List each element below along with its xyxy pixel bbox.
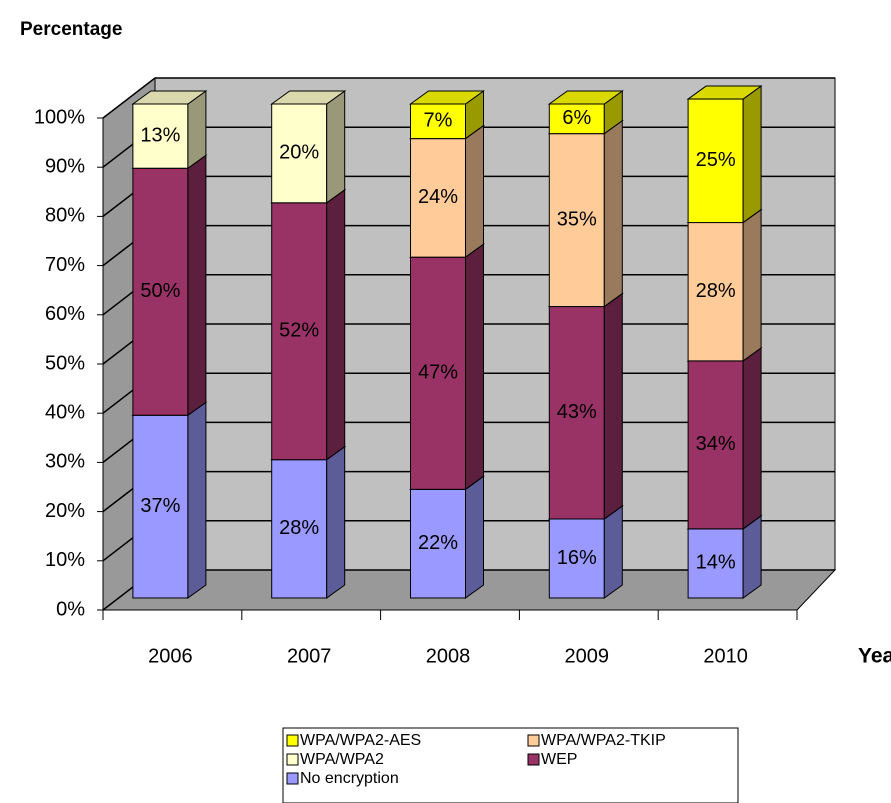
data-label: 52% (279, 320, 319, 342)
bar-segment (132, 167, 189, 416)
bar-top (270, 90, 347, 105)
legend-label: WEP (541, 751, 577, 768)
legend-label: No encryption (300, 770, 399, 787)
data-label: 6% (562, 107, 591, 129)
bar-segment (548, 133, 605, 308)
legend-swatch (527, 753, 540, 766)
y-tick-label: 10% (45, 549, 85, 571)
bar-segment (687, 98, 744, 224)
bar-side (742, 346, 762, 530)
legend-label: WPA/WPA2-TKIP (541, 732, 666, 749)
x-tick-label: 2010 (703, 645, 748, 667)
bar-top (547, 90, 624, 105)
data-label: 22% (418, 532, 458, 554)
data-label: 37% (140, 495, 180, 517)
data-label: 13% (140, 124, 180, 146)
bar-segment (410, 488, 466, 599)
y-tick-label: 70% (45, 254, 85, 276)
bar-side (187, 154, 207, 417)
bar-side (465, 243, 484, 491)
x-tick-label: 2008 (426, 645, 471, 667)
y-tick-label: 30% (45, 451, 85, 473)
data-label: 28% (696, 280, 736, 302)
bar-side (326, 90, 346, 204)
y-tick-label: 90% (45, 155, 85, 177)
y-tick-label: 50% (45, 352, 85, 374)
grid-line (102, 77, 835, 119)
data-label: 47% (418, 362, 458, 384)
legend-swatch (527, 734, 540, 747)
data-label: 35% (557, 208, 597, 230)
bar-segment (410, 256, 466, 490)
data-label: 43% (557, 401, 597, 423)
bar-side (465, 124, 484, 259)
data-label: 28% (279, 517, 319, 539)
bar-side (326, 188, 346, 461)
y-tick-label: 40% (45, 401, 85, 423)
bar-segment (271, 202, 328, 461)
bar-top (408, 90, 486, 105)
y-tick-label: 100% (34, 106, 85, 128)
data-label: 14% (696, 552, 736, 574)
y-tick-label: 0% (56, 598, 85, 620)
bar-side (603, 119, 623, 308)
legend-swatch (286, 734, 299, 747)
data-label: 20% (279, 142, 319, 164)
y-axis-title: Percentage (20, 19, 122, 40)
bar-side (742, 208, 762, 362)
bar-segment (548, 306, 605, 520)
data-label: 50% (140, 280, 180, 302)
bar-side (465, 475, 484, 599)
x-axis-title: Year (858, 645, 891, 668)
data-label: 16% (557, 547, 597, 569)
bar-segment (271, 459, 328, 599)
x-tick-label: 2007 (287, 645, 332, 667)
bar-side (326, 445, 346, 599)
bar-side (742, 85, 762, 224)
legend-label: WPA/WPA2 (300, 751, 384, 768)
bar-segment (687, 222, 744, 362)
legend-swatch (286, 753, 299, 766)
bar-segment (132, 103, 189, 169)
bar-top (131, 90, 208, 105)
data-label: 34% (696, 433, 736, 455)
data-label: 24% (418, 186, 458, 208)
bar-segment (410, 103, 466, 140)
bar-side (742, 514, 762, 599)
bar-side (603, 504, 623, 599)
legend (282, 727, 739, 803)
y-tick-label: 20% (45, 500, 85, 522)
bar-segment (548, 518, 605, 599)
data-label: 25% (696, 149, 736, 171)
y-tick-label: 80% (45, 205, 85, 227)
y-tick-label: 60% (45, 303, 85, 325)
x-tick-label: 2006 (148, 645, 193, 667)
bar-side (603, 292, 623, 520)
bar-side (187, 401, 207, 599)
legend-label: WPA/WPA2-AES (300, 732, 421, 749)
x-tick-label: 2009 (565, 645, 610, 667)
bar-segment (687, 528, 744, 599)
data-label: 7% (424, 110, 453, 132)
legend-swatch (286, 772, 299, 785)
bar-top (686, 85, 763, 100)
